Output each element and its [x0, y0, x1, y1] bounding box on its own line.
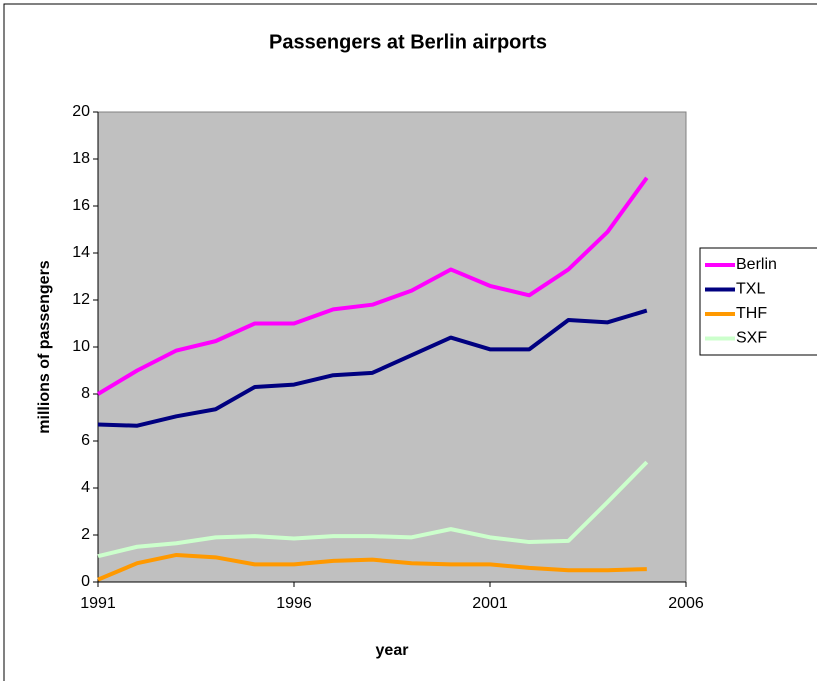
x-tick-label: 2001	[472, 595, 508, 612]
series-line	[97, 308, 648, 428]
y-tick-label: 18	[72, 150, 90, 167]
y-tick-label: 8	[81, 385, 90, 402]
legend-label: Berlin	[736, 256, 777, 273]
y-tick-label: 0	[81, 573, 90, 590]
series-line	[97, 552, 647, 582]
y-tick-label: 12	[72, 291, 90, 308]
y-axis-title: millions of passengers	[36, 260, 53, 433]
x-tick-label: 2006	[668, 595, 704, 612]
y-tick-label: 10	[72, 338, 90, 355]
legend-label: TXL	[736, 281, 765, 298]
x-tick-label: 1991	[80, 595, 116, 612]
y-tick-label: 2	[81, 526, 90, 543]
y-tick-label: 14	[72, 244, 90, 261]
y-tick-label: 4	[81, 479, 90, 496]
y-tick-label: 6	[81, 432, 90, 449]
y-tick-label: 20	[72, 103, 90, 120]
chart-title: Passengers at Berlin airports	[269, 31, 547, 53]
series-line	[97, 460, 649, 559]
x-axis-title: year	[376, 642, 409, 659]
legend-label: THF	[736, 305, 767, 322]
legend-label: SXF	[736, 330, 767, 347]
x-tick-label: 1996	[276, 595, 312, 612]
series-line	[96, 176, 649, 396]
y-tick-label: 16	[72, 197, 90, 214]
